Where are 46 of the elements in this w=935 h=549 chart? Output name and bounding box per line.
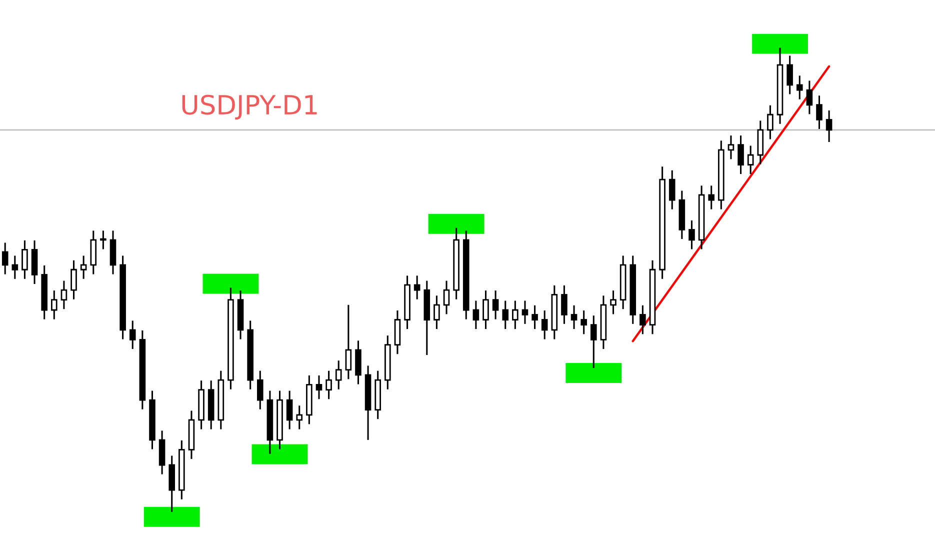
candlestick	[796, 74, 803, 100]
candlestick	[12, 254, 18, 280]
candlestick	[492, 290, 499, 320]
candlestick	[335, 360, 342, 390]
candlestick	[443, 280, 450, 315]
candlestick	[668, 170, 676, 210]
candlestick	[70, 260, 77, 300]
candlestick	[728, 134, 734, 160]
candlestick	[747, 144, 754, 175]
candlestick	[826, 110, 832, 143]
candlestick	[522, 300, 528, 325]
text: USDJPY-D1	[182, 94, 317, 120]
candlestick	[316, 374, 322, 400]
candlestick	[326, 370, 332, 400]
candlestick	[640, 304, 646, 335]
candlestick	[129, 320, 136, 350]
candlestick	[580, 310, 587, 335]
candlestick	[806, 80, 813, 115]
candlestick	[561, 284, 568, 325]
candlestick	[60, 280, 68, 310]
candlestick	[2, 242, 8, 276]
candlestick	[286, 390, 293, 430]
candlestick	[502, 300, 509, 330]
candlestick	[786, 54, 793, 95]
candlestick	[472, 300, 480, 330]
candlestick	[296, 404, 303, 430]
candlestick	[816, 94, 822, 130]
candlestick	[100, 230, 106, 250]
candlestick	[482, 290, 489, 330]
candlestick	[767, 104, 774, 140]
candlestick	[708, 184, 714, 210]
candlestick	[434, 294, 440, 330]
candlestick	[414, 274, 420, 300]
candlestick	[512, 300, 518, 330]
candlestick	[570, 304, 578, 330]
candlestick	[22, 240, 28, 280]
candlestick	[688, 220, 695, 250]
candlestick	[532, 304, 538, 330]
candlestick	[541, 310, 548, 340]
candlestick	[590, 314, 597, 369]
candlestick	[345, 304, 352, 380]
candlestick	[610, 290, 616, 315]
candlestick	[80, 254, 87, 280]
candlestick	[256, 370, 264, 410]
candlestick	[51, 290, 58, 320]
candlestick	[738, 134, 744, 175]
